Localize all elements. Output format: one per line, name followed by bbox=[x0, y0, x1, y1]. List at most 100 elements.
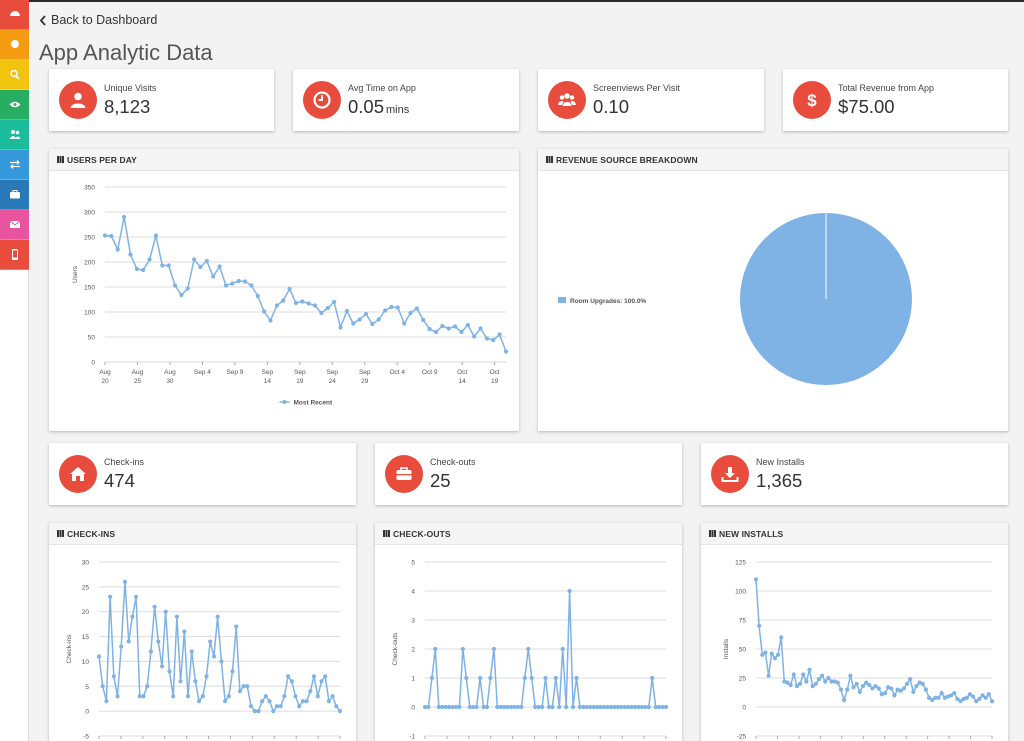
data-point[interactable] bbox=[823, 679, 828, 684]
sidebar-item-eye[interactable] bbox=[0, 90, 29, 120]
data-point[interactable] bbox=[293, 300, 299, 306]
data-point[interactable] bbox=[639, 704, 644, 710]
data-point[interactable] bbox=[779, 635, 784, 640]
data-point[interactable] bbox=[570, 704, 576, 710]
data-point[interactable] bbox=[226, 694, 231, 699]
data-point[interactable] bbox=[215, 614, 220, 619]
data-point[interactable] bbox=[977, 696, 982, 701]
data-point[interactable] bbox=[297, 704, 302, 709]
data-point[interactable] bbox=[971, 694, 976, 699]
data-point[interactable] bbox=[505, 704, 510, 710]
data-point[interactable] bbox=[278, 704, 283, 709]
data-point[interactable] bbox=[219, 659, 224, 664]
data-point[interactable] bbox=[854, 681, 859, 686]
data-point[interactable] bbox=[760, 652, 765, 657]
data-point[interactable] bbox=[402, 321, 407, 326]
data-point[interactable] bbox=[249, 283, 254, 288]
data-point[interactable] bbox=[304, 699, 309, 704]
data-point[interactable] bbox=[835, 680, 840, 685]
data-point[interactable] bbox=[217, 264, 222, 269]
data-point[interactable] bbox=[763, 650, 768, 655]
data-point[interactable] bbox=[948, 693, 954, 698]
data-point[interactable] bbox=[515, 704, 521, 710]
data-point[interactable] bbox=[974, 699, 979, 704]
data-point[interactable] bbox=[522, 675, 527, 681]
data-point[interactable] bbox=[308, 689, 313, 694]
data-point[interactable] bbox=[595, 704, 600, 710]
data-point[interactable] bbox=[443, 704, 448, 710]
data-point[interactable] bbox=[564, 704, 569, 710]
data-point[interactable] bbox=[223, 283, 229, 288]
data-point[interactable] bbox=[370, 321, 375, 327]
data-point[interactable] bbox=[958, 699, 963, 704]
data-point[interactable] bbox=[766, 673, 771, 678]
data-point[interactable] bbox=[271, 709, 276, 714]
data-point[interactable] bbox=[325, 305, 330, 311]
data-point[interactable] bbox=[159, 664, 165, 669]
data-point[interactable] bbox=[260, 699, 265, 704]
data-point[interactable] bbox=[546, 704, 552, 710]
data-point[interactable] bbox=[111, 674, 116, 679]
data-point[interactable] bbox=[167, 669, 172, 674]
data-point[interactable] bbox=[491, 646, 496, 652]
data-point[interactable] bbox=[96, 654, 102, 659]
data-point[interactable] bbox=[465, 322, 470, 328]
data-point[interactable] bbox=[100, 684, 105, 689]
data-point[interactable] bbox=[757, 623, 762, 628]
data-point[interactable] bbox=[255, 293, 260, 299]
data-point[interactable] bbox=[478, 326, 483, 331]
data-point[interactable] bbox=[873, 684, 878, 689]
data-point[interactable] bbox=[145, 684, 150, 689]
data-point[interactable] bbox=[109, 233, 114, 239]
data-point[interactable] bbox=[539, 704, 545, 710]
sidebar-item-users[interactable] bbox=[0, 120, 29, 150]
data-point[interactable] bbox=[197, 699, 202, 704]
data-point[interactable] bbox=[591, 704, 596, 710]
data-point[interactable] bbox=[807, 667, 812, 672]
data-point[interactable] bbox=[791, 672, 796, 677]
data-point[interactable] bbox=[457, 704, 462, 710]
data-point[interactable] bbox=[933, 695, 938, 700]
data-point[interactable] bbox=[422, 704, 428, 710]
data-point[interactable] bbox=[519, 704, 524, 710]
data-point[interactable] bbox=[474, 704, 479, 710]
data-point[interactable] bbox=[363, 311, 369, 317]
data-point[interactable] bbox=[908, 677, 913, 682]
data-point[interactable] bbox=[615, 704, 620, 710]
data-point[interactable] bbox=[222, 699, 228, 704]
data-point[interactable] bbox=[326, 699, 331, 704]
data-point[interactable] bbox=[427, 326, 432, 332]
data-point[interactable] bbox=[632, 704, 638, 710]
data-point[interactable] bbox=[484, 704, 490, 710]
data-point[interactable] bbox=[446, 326, 451, 331]
data-point[interactable] bbox=[141, 267, 146, 273]
data-point[interactable] bbox=[300, 299, 305, 304]
data-point[interactable] bbox=[636, 704, 641, 710]
data-point[interactable] bbox=[650, 675, 655, 681]
data-point[interactable] bbox=[178, 679, 183, 684]
data-point[interactable] bbox=[285, 674, 291, 679]
sidebar-item-briefcase[interactable] bbox=[0, 180, 29, 210]
data-point[interactable] bbox=[989, 699, 995, 704]
data-point[interactable] bbox=[612, 704, 617, 710]
data-point[interactable] bbox=[588, 704, 593, 710]
data-point[interactable] bbox=[508, 704, 514, 710]
data-point[interactable] bbox=[433, 329, 439, 335]
data-point[interactable] bbox=[200, 694, 205, 699]
data-point[interactable] bbox=[252, 709, 257, 714]
data-point[interactable] bbox=[939, 690, 944, 696]
data-point[interactable] bbox=[577, 704, 583, 710]
data-point[interactable] bbox=[775, 652, 781, 657]
data-point[interactable] bbox=[601, 704, 607, 710]
data-point[interactable] bbox=[529, 675, 534, 681]
data-point[interactable] bbox=[236, 278, 241, 284]
data-point[interactable] bbox=[851, 685, 856, 690]
data-point[interactable] bbox=[986, 692, 991, 697]
data-point[interactable] bbox=[788, 682, 793, 688]
data-point[interactable] bbox=[892, 693, 897, 698]
data-point[interactable] bbox=[657, 704, 662, 710]
data-point[interactable] bbox=[955, 696, 960, 701]
data-point[interactable] bbox=[864, 680, 869, 685]
data-point[interactable] bbox=[497, 332, 502, 337]
data-point[interactable] bbox=[584, 704, 589, 710]
